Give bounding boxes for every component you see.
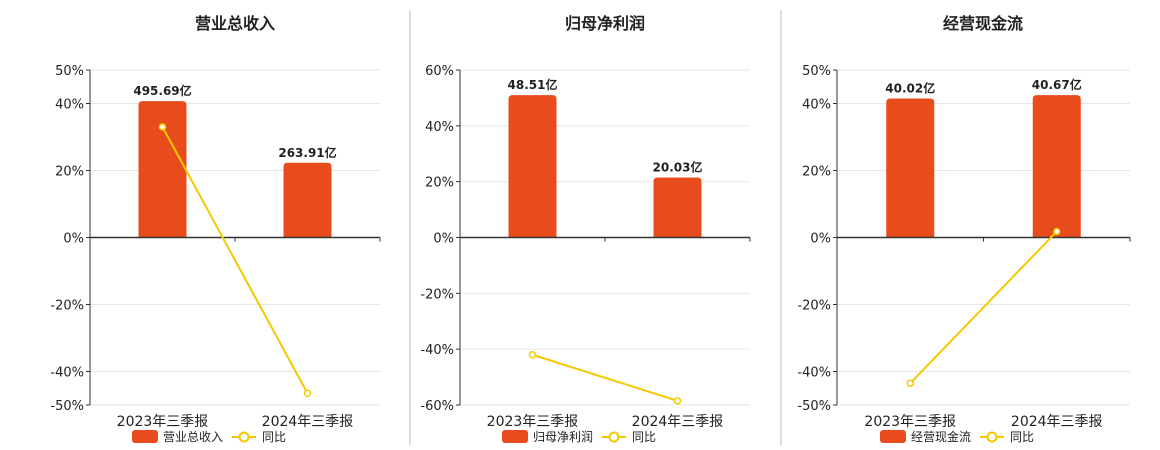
bar	[508, 95, 557, 238]
y-tick-label: 20%	[425, 176, 454, 191]
legend-line-marker	[986, 431, 998, 443]
legend-line-marker	[238, 431, 250, 443]
y-tick-label: -20%	[797, 299, 831, 314]
chart-title: 经营现金流	[943, 14, 1023, 33]
bar	[653, 177, 702, 238]
y-tick-label: -40%	[50, 366, 84, 381]
y-tick-label: 0%	[810, 232, 831, 247]
y-tick-label: 40%	[55, 98, 84, 113]
bar	[1032, 95, 1081, 238]
y-tick-label: -50%	[50, 399, 84, 414]
x-category-label: 2024年三季报	[632, 414, 724, 430]
legend-bar-label: 归母净利润	[533, 430, 593, 444]
bar	[283, 162, 332, 238]
y-tick-label: 0%	[63, 232, 84, 247]
bar	[886, 98, 935, 238]
yoy-point	[1053, 227, 1061, 236]
y-tick-label: -60%	[420, 399, 454, 414]
bar-data-label: 263.91亿	[278, 145, 336, 160]
y-tick-label: 50%	[802, 64, 831, 79]
y-tick-label: 50%	[55, 64, 84, 79]
yoy-line	[909, 230, 1058, 384]
x-category-label: 2023年三季报	[487, 414, 579, 430]
x-category-label: 2023年三季报	[117, 414, 209, 430]
legend-line-label: 同比	[262, 430, 286, 444]
yoy-point	[303, 389, 312, 398]
legend-bar-swatch	[880, 430, 906, 443]
legend-bar-swatch	[132, 430, 158, 443]
y-tick-label: 40%	[425, 120, 454, 135]
yoy-line	[161, 126, 309, 394]
x-category-label: 2024年三季报	[1011, 414, 1103, 430]
y-tick-label: -40%	[420, 343, 454, 358]
y-tick-label: -40%	[797, 366, 831, 381]
x-category-label: 2023年三季报	[864, 414, 956, 430]
yoy-point	[673, 397, 682, 405]
y-tick-label: -20%	[420, 287, 454, 302]
legend-bar-label: 经营现金流	[911, 429, 971, 444]
yoy-point	[906, 379, 914, 387]
bar	[138, 101, 187, 238]
chart-title: 营业总收入	[195, 14, 275, 33]
yoy-line	[532, 353, 678, 402]
legend-line-label: 同比	[1010, 430, 1034, 444]
chart-title: 归母净利润	[565, 14, 645, 33]
legend-line-label: 同比	[632, 430, 656, 444]
legend-bar-label: 营业总收入	[163, 430, 223, 444]
yoy-point	[158, 123, 167, 131]
bar-data-label: 48.51亿	[508, 77, 558, 92]
y-tick-label: 20%	[55, 165, 84, 180]
bar-data-label: 20.03亿	[653, 159, 703, 174]
yoy-point	[528, 351, 537, 359]
y-tick-label: 0%	[433, 232, 454, 247]
y-tick-label: -50%	[797, 399, 831, 414]
y-tick-label: -20%	[50, 299, 84, 314]
x-category-label: 2024年三季报	[262, 414, 354, 430]
legend-line-marker	[608, 431, 620, 443]
y-tick-label: 40%	[802, 98, 831, 113]
y-tick-label: 20%	[802, 165, 831, 180]
y-tick-label: 60%	[425, 64, 454, 79]
bar-data-label: 495.69亿	[133, 83, 191, 98]
bar-data-label: 40.02亿	[885, 80, 935, 95]
legend-bar-swatch	[502, 430, 528, 443]
bar-data-label: 40.67亿	[1032, 77, 1082, 92]
